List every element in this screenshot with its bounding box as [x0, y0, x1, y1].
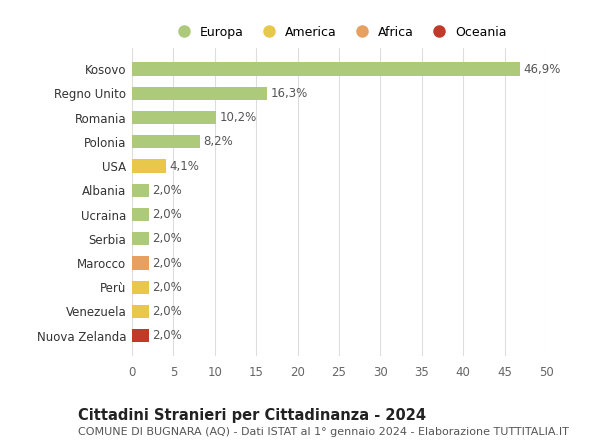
Text: COMUNE DI BUGNARA (AQ) - Dati ISTAT al 1° gennaio 2024 - Elaborazione TUTTITALIA: COMUNE DI BUGNARA (AQ) - Dati ISTAT al 1…: [78, 427, 569, 437]
Text: 16,3%: 16,3%: [270, 87, 308, 100]
Bar: [132, 87, 267, 100]
Bar: [132, 111, 217, 124]
Text: 8,2%: 8,2%: [203, 135, 233, 148]
Bar: [132, 232, 149, 246]
Text: 4,1%: 4,1%: [169, 160, 199, 172]
Text: Cittadini Stranieri per Cittadinanza - 2024: Cittadini Stranieri per Cittadinanza - 2…: [78, 408, 426, 423]
Bar: [132, 183, 149, 197]
Text: 46,9%: 46,9%: [524, 62, 561, 76]
Text: 2,0%: 2,0%: [152, 232, 182, 245]
Bar: [132, 305, 149, 318]
Bar: [132, 208, 149, 221]
Text: 2,0%: 2,0%: [152, 305, 182, 318]
Text: 2,0%: 2,0%: [152, 281, 182, 294]
Text: 2,0%: 2,0%: [152, 208, 182, 221]
Bar: [132, 257, 149, 270]
Text: 2,0%: 2,0%: [152, 257, 182, 270]
Bar: [132, 159, 166, 173]
Bar: [132, 329, 149, 342]
Bar: [132, 62, 520, 76]
Bar: [132, 135, 200, 148]
Bar: [132, 281, 149, 294]
Text: 2,0%: 2,0%: [152, 184, 182, 197]
Text: 10,2%: 10,2%: [220, 111, 257, 124]
Legend: Europa, America, Africa, Oceania: Europa, America, Africa, Oceania: [166, 21, 512, 44]
Text: 2,0%: 2,0%: [152, 329, 182, 342]
